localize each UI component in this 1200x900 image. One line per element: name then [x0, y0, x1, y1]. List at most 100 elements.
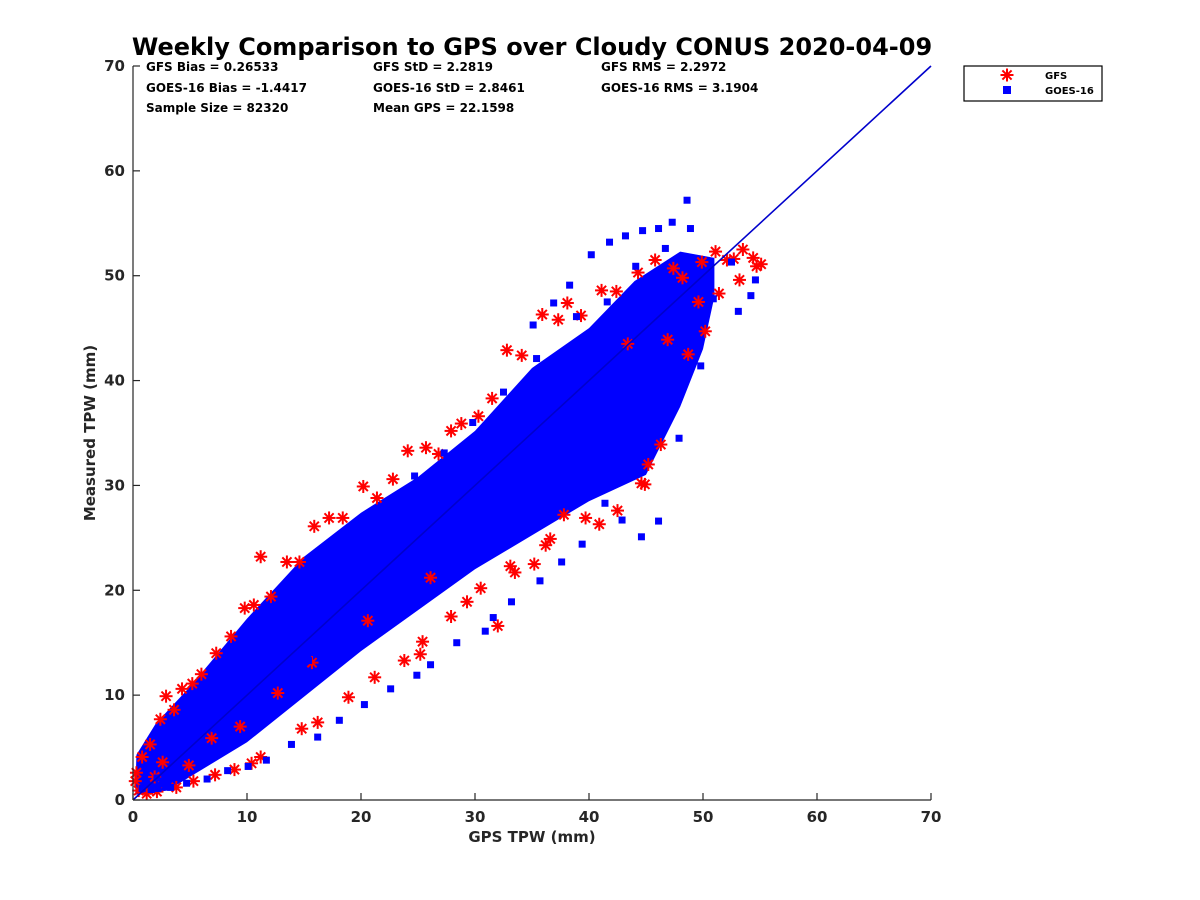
goes16-point [606, 238, 614, 246]
gfs-point [194, 667, 208, 681]
goes16-point [253, 688, 261, 696]
gfs-point [503, 559, 517, 573]
goes16-point [632, 262, 640, 270]
gfs-point [474, 581, 488, 595]
y-tick-label: 10 [104, 686, 125, 704]
gfs-point [419, 441, 433, 455]
goes16-point [393, 575, 401, 583]
gfs-point [695, 255, 709, 269]
goes16-point [203, 775, 211, 783]
gfs-point [128, 774, 142, 788]
goes16-point [603, 298, 611, 306]
goes16-point [686, 225, 694, 233]
goes16-point [374, 507, 382, 515]
goes16-point [224, 767, 232, 775]
gfs-point [508, 565, 522, 579]
one-to-one-reference-line [132, 65, 932, 801]
goes16-point [510, 520, 518, 528]
goes16-point [618, 516, 626, 524]
gfs-point [732, 273, 746, 287]
goes16-point [690, 331, 698, 339]
goes16-point [450, 549, 458, 557]
goes16-point [492, 442, 500, 450]
goes16-point [734, 307, 742, 315]
goes16-point [143, 780, 151, 788]
gfs-point [500, 343, 514, 357]
goes16-point [611, 450, 619, 458]
goes16-point [639, 227, 647, 235]
goes16-point [191, 745, 199, 753]
gfs-point [491, 619, 505, 633]
gfs-point [292, 555, 306, 569]
gfs-point [167, 703, 181, 717]
goes16-point [446, 493, 454, 501]
stat-sample-size: Sample Size = 82320 [146, 101, 288, 115]
goes16-point [167, 783, 175, 791]
gfs-point [560, 296, 574, 310]
goes16-density-region [135, 251, 715, 795]
y-tick-label: 70 [104, 57, 125, 75]
gfs-point [361, 614, 375, 628]
gfs-point [648, 253, 662, 267]
goes16-point [481, 627, 489, 635]
stat-gfs-rms: GFS RMS = 2.2972 [601, 60, 726, 74]
goes16-point [318, 564, 326, 572]
gfs-point [535, 308, 549, 322]
gfs-point [311, 715, 325, 729]
gfs-point [609, 284, 623, 298]
gfs-point [485, 391, 499, 405]
gfs-point [611, 504, 624, 518]
goes16-point [553, 380, 561, 388]
goes16-point [575, 407, 583, 415]
goes16-point [305, 657, 313, 665]
gfs-point [454, 417, 468, 431]
goes16-point [314, 733, 322, 741]
gfs-point [444, 424, 458, 438]
legend-goes16-square-icon [1003, 86, 1011, 94]
goes16-point [489, 614, 497, 622]
gfs-point [661, 333, 675, 347]
goes16-point [387, 685, 395, 693]
goes16-point [411, 472, 419, 480]
gfs-point [397, 654, 411, 668]
goes16-point [655, 517, 663, 525]
gfs-point [444, 610, 458, 623]
stat-gfs-bias: GFS Bias = 0.26533 [146, 60, 278, 74]
gfs-point [254, 550, 268, 564]
gfs-point [175, 682, 189, 696]
gfs-point [681, 347, 695, 361]
goes16-point [181, 715, 189, 723]
x-tick-label: 60 [807, 808, 828, 826]
gfs-point [156, 755, 170, 769]
goes16-point [298, 647, 306, 655]
goes16-point [273, 671, 281, 679]
gfs-point [264, 590, 278, 604]
stat-goes16-bias: GOES-16 Bias = -1.4417 [146, 81, 307, 95]
gfs-point [698, 324, 712, 338]
gfs-point [736, 243, 750, 256]
goes16-point [566, 281, 574, 289]
stat-gfs-std: GFS StD = 2.2819 [373, 60, 493, 74]
x-tick-label: 70 [921, 808, 942, 826]
goes16-point [154, 784, 162, 792]
gfs-point [592, 517, 606, 531]
x-tick-label: 20 [351, 808, 372, 826]
goes16-point [147, 786, 155, 794]
gfs-point [368, 670, 382, 684]
goes16-point [478, 541, 486, 549]
gfs-point [159, 689, 173, 703]
y-tick-label: 0 [115, 791, 125, 809]
gfs-point [666, 261, 680, 275]
goes16-point [162, 737, 170, 745]
x-tick-label: 40 [579, 808, 600, 826]
goes16-point [500, 388, 507, 396]
goes16-point [572, 313, 580, 321]
goes16-point [751, 276, 759, 284]
goes16-point [536, 577, 544, 585]
stat-goes16-rms: GOES-16 RMS = 3.1904 [601, 81, 758, 95]
gfs-point [579, 511, 593, 525]
gfs-point [557, 508, 571, 522]
goes16-point [747, 292, 755, 300]
goes16-point [587, 251, 595, 259]
